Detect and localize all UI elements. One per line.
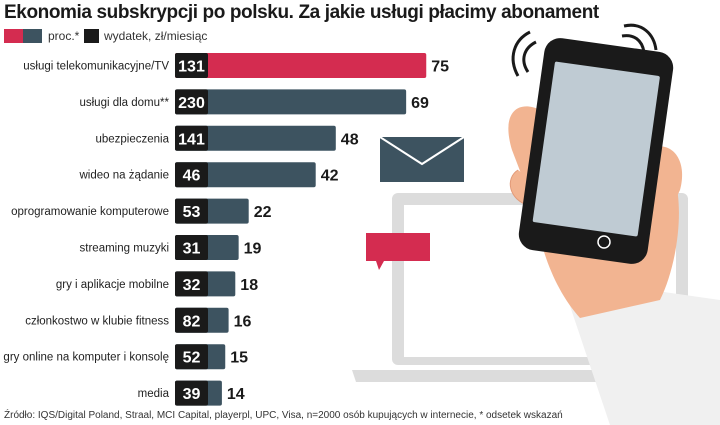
expense-box — [175, 344, 208, 370]
source-note: Źródło: IQS/Digital Poland, Straal, MCI … — [4, 410, 563, 421]
percent-bar — [175, 53, 427, 78]
percent-value-label: 16 — [234, 313, 252, 330]
expense-value-label: 32 — [183, 277, 201, 294]
expense-box — [175, 198, 208, 224]
expense-value-label: 31 — [183, 241, 201, 258]
expense-box — [175, 162, 208, 188]
legend-swatch-percent-gray — [23, 29, 42, 43]
expense-box — [175, 307, 208, 333]
category-label: wideo na żądanie — [78, 170, 169, 182]
expense-box — [175, 125, 208, 151]
vibration-icon — [511, 23, 658, 77]
percent-value-label: 69 — [411, 95, 429, 112]
expense-box — [175, 271, 208, 297]
expense-value-label: 82 — [183, 313, 201, 330]
category-label: gry online na komputer i konsolę — [3, 352, 169, 364]
expense-value-label: 46 — [183, 168, 201, 185]
legend-swatch-percent-red — [4, 29, 23, 43]
percent-value-label: 18 — [240, 277, 258, 294]
percent-value-label: 19 — [244, 241, 262, 258]
expense-value-label: 131 — [178, 59, 205, 76]
category-label: oprogramowanie komputerowe — [11, 206, 169, 218]
expense-box — [175, 380, 208, 406]
percent-value-label: 42 — [321, 168, 339, 185]
percent-bar — [175, 162, 316, 188]
expense-box — [175, 89, 208, 115]
expense-value-label: 39 — [183, 386, 201, 403]
category-label: członkostwo w klubie fitness — [25, 315, 169, 327]
percent-bar — [175, 89, 407, 115]
category-label: gry i aplikacje mobilne — [56, 279, 169, 291]
expense-value-label: 52 — [183, 350, 201, 367]
category-label: ubezpieczenia — [95, 133, 169, 145]
expense-value-label: 53 — [183, 204, 201, 221]
envelope-icon — [379, 136, 465, 182]
expense-value-label: 230 — [178, 95, 205, 112]
percent-value-label: 15 — [230, 350, 248, 367]
category-label: usługi dla domu** — [79, 97, 169, 109]
chart-title: Ekonomia subskrypcji po polsku. Za jakie… — [4, 2, 599, 23]
legend-label-expense: wydatek, zł/miesiąc — [104, 29, 208, 43]
smartphone-icon — [518, 38, 674, 264]
expense-value-label: 141 — [178, 131, 205, 148]
percent-value-label: 14 — [227, 386, 245, 403]
percent-bar — [175, 125, 336, 151]
percent-value-label: 75 — [431, 59, 449, 76]
legend-swatch-expense — [84, 29, 99, 43]
percent-value-label: 22 — [254, 204, 272, 221]
speech-bubble-icon — [366, 233, 430, 270]
category-label: media — [138, 388, 170, 400]
expense-box — [175, 235, 208, 260]
expense-box — [175, 53, 208, 78]
percent-value-label: 48 — [341, 131, 359, 148]
legend-label-percent: proc.* — [48, 29, 80, 43]
category-label: streaming muzyki — [80, 243, 169, 255]
category-label: usługi telekomunikacyjne/TV — [23, 61, 169, 73]
